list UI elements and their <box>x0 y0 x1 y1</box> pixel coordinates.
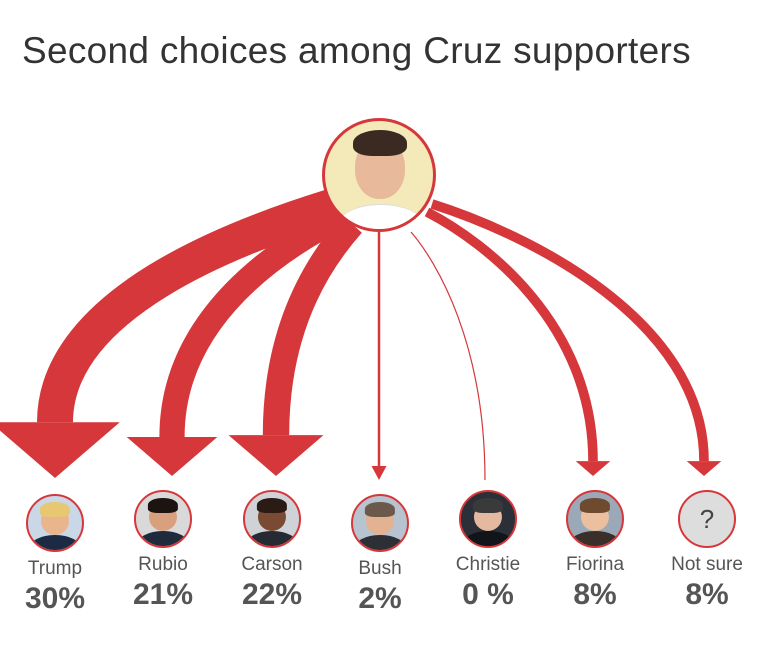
candidate-percent: 0 % <box>462 578 514 611</box>
arrowhead-bush <box>371 466 387 480</box>
flow-arrow-rubio <box>159 203 351 438</box>
arrowhead-rubio <box>126 436 218 476</box>
flow-arrow-trump <box>37 188 340 424</box>
candidate-name: Not sure <box>671 554 743 575</box>
question-mark-icon: ? <box>678 490 736 548</box>
arrowhead-carson <box>228 435 324 476</box>
flow-arrow-christie <box>410 231 486 481</box>
carson-portrait-icon <box>243 490 301 548</box>
candidate-percent: 22% <box>241 578 303 611</box>
flow-arrow-fiorina <box>424 207 598 462</box>
question-mark-symbol: ? <box>699 503 715 534</box>
candidate-carson: Carson 22% <box>217 490 327 612</box>
candidate-percent: 2% <box>358 582 402 615</box>
trump-portrait-icon <box>26 494 84 552</box>
candidate-rubio: Rubio 21% <box>108 490 218 612</box>
cruz-portrait-icon <box>322 118 436 232</box>
candidate-fiorina: Fiorina 8% <box>540 490 650 612</box>
page-title: Second choices among Cruz supporters <box>22 30 691 71</box>
arrowhead-trump <box>0 422 120 478</box>
arrowhead-not-sure <box>686 461 722 476</box>
fiorina-portrait-icon <box>566 490 624 548</box>
christie-portrait-icon <box>459 490 517 548</box>
candidate-percent: 8% <box>573 578 617 611</box>
candidate-trump: Trump 30% <box>0 494 110 616</box>
candidate-percent: 21% <box>132 578 194 611</box>
candidate-percent: 8% <box>685 578 729 611</box>
candidate-name: Christie <box>455 554 521 575</box>
candidate-name: Bush <box>358 558 402 579</box>
candidate-name: Carson <box>241 554 303 575</box>
candidate-christie: Christie 0 % <box>433 490 543 612</box>
rubio-portrait-icon <box>134 490 192 548</box>
flow-arrow-carson <box>262 215 362 436</box>
candidate-bush: Bush 2% <box>325 494 435 616</box>
candidate-percent: 30% <box>24 582 86 615</box>
candidate-name: Trump <box>27 558 83 579</box>
bush-portrait-icon <box>351 494 409 552</box>
candidate-name: Rubio <box>138 554 188 575</box>
candidate-name: Fiorina <box>565 554 625 575</box>
flow-arrow-not-sure <box>430 199 709 462</box>
candidate-not-sure: ? Not sure 8% <box>652 490 760 612</box>
arrowhead-fiorina <box>575 461 611 476</box>
